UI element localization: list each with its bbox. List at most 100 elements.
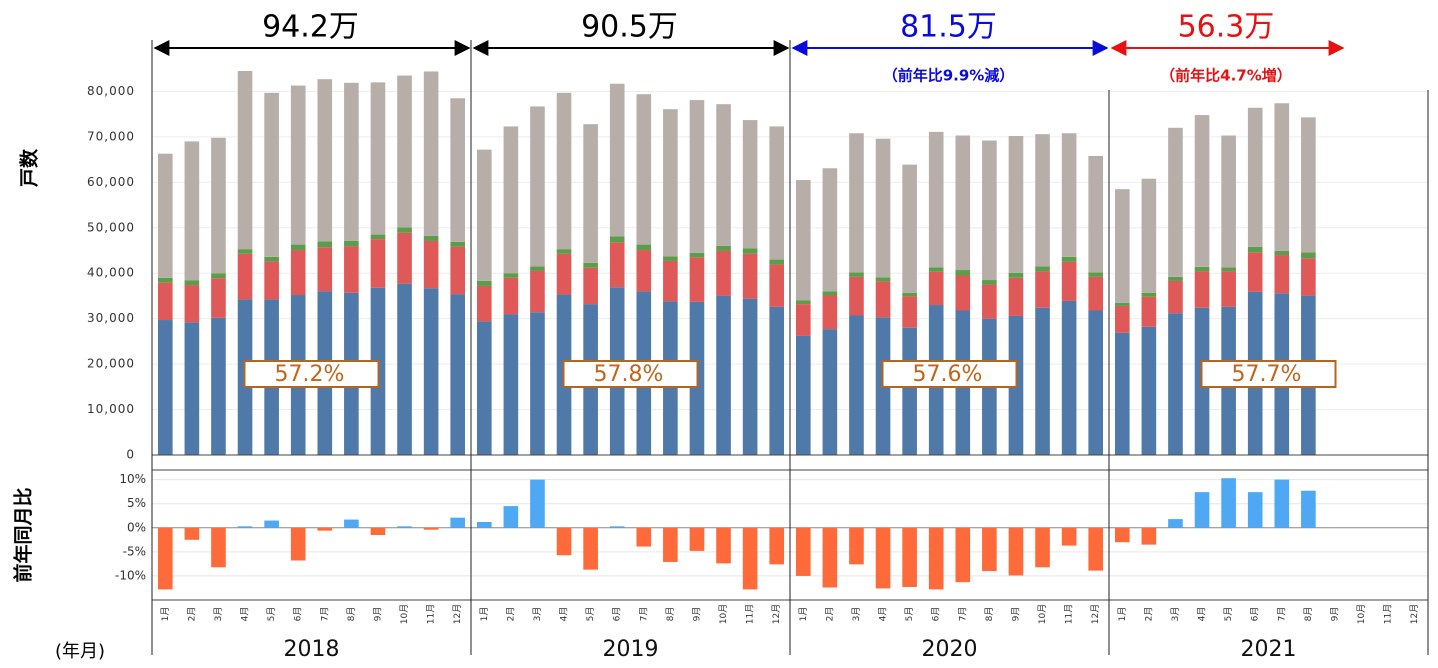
bar-segment [822, 291, 838, 296]
bar-segment [1088, 310, 1104, 455]
bar [928, 527, 944, 590]
period-total: 90.5万 [581, 10, 678, 45]
bar-segment [1194, 115, 1210, 267]
x-tick-label: 9月 [1010, 607, 1021, 622]
bar-segment [902, 292, 917, 297]
bar [742, 527, 758, 590]
bar-segment [982, 284, 997, 319]
bar-segment [849, 276, 864, 316]
bar-segment [902, 327, 917, 455]
x-tick-label: 5月 [266, 607, 277, 622]
x-tick-label: 8月 [1303, 607, 1314, 622]
bar-segment [1035, 271, 1050, 308]
bar-segment [344, 246, 359, 293]
share-box [562, 360, 699, 388]
bar-segment [1114, 189, 1130, 303]
x-tick-label: 10月 [399, 604, 410, 624]
bar-segment [370, 82, 386, 235]
bar-segment [1221, 271, 1236, 307]
bar [503, 506, 519, 528]
bar [583, 527, 598, 570]
bar-segment [290, 85, 306, 245]
bar-segment [1114, 305, 1130, 333]
bar-segment [1141, 178, 1157, 293]
bar-segment [157, 153, 173, 278]
year-label: 2020 [922, 637, 978, 662]
x-tick-label: 10月 [1356, 604, 1367, 624]
bar-segment [344, 240, 359, 247]
bar-segment [237, 70, 253, 250]
period-total: 81.5万 [900, 10, 997, 45]
x-tick-label: 2月 [824, 607, 835, 622]
y-tick-label: 70,000 [87, 129, 135, 143]
x-tick-label: 1月 [1117, 607, 1128, 622]
bar-segment [237, 249, 253, 254]
x-tick-label: 6月 [612, 607, 623, 622]
x-tick-label: 11月 [426, 604, 437, 624]
x-tick-label: 10月 [1037, 604, 1048, 624]
bar [450, 517, 466, 528]
bar [1035, 527, 1050, 568]
bar-segment [583, 267, 598, 305]
bar-segment [636, 250, 652, 292]
y-tick-label: 40,000 [87, 266, 135, 280]
bar [237, 526, 253, 528]
bar-segment [1168, 280, 1183, 314]
bar-segment [902, 296, 917, 328]
bar [530, 479, 545, 528]
bar [1008, 527, 1024, 576]
bar [1114, 527, 1130, 543]
bar-segment [1114, 302, 1130, 306]
bar-segment [290, 250, 306, 296]
bar-segment [1141, 326, 1157, 455]
bar-segment [875, 138, 891, 278]
x-tick-label: 9月 [372, 607, 383, 622]
bar-segment [716, 245, 731, 251]
y-tick-label: 30,000 [87, 311, 135, 325]
bar-segment [1274, 250, 1290, 256]
bar-segment [264, 261, 279, 300]
x-tick-label: 10月 [718, 604, 729, 624]
bar-segment [423, 235, 439, 241]
share-label: 57.8% [594, 362, 664, 387]
bar-segment [211, 137, 226, 274]
bar-segment [184, 280, 200, 286]
bar-segment [423, 240, 439, 289]
bar-segment [849, 315, 864, 455]
x-tick-label: 7月 [1276, 607, 1287, 622]
year-label: 2018 [284, 637, 340, 662]
y-tick-label: 0 [126, 448, 135, 462]
bar-segment [742, 248, 758, 254]
bar-segment [237, 253, 253, 300]
bar [157, 527, 173, 590]
bar [264, 520, 279, 528]
bar-segment [902, 164, 917, 293]
period-note: （前年比9.9%減） [883, 67, 1015, 85]
bar-segment [370, 234, 386, 240]
bar-segment [716, 104, 731, 246]
bar-segment [1035, 134, 1050, 267]
bar-segment [1168, 313, 1183, 455]
x-tick-label: 11月 [1383, 604, 1394, 624]
bar-segment [317, 241, 333, 248]
bar-segment [822, 295, 838, 330]
x-tick-label: 6月 [931, 607, 942, 622]
bar-segment [211, 273, 226, 279]
bar-segment [1114, 332, 1130, 455]
bar-segment [157, 320, 173, 455]
bar [1088, 527, 1104, 571]
bar-segment [795, 300, 811, 305]
bar-segment [503, 314, 519, 455]
bar [1247, 492, 1263, 528]
bar [689, 527, 705, 551]
bar-segment [849, 272, 864, 277]
x-tick-label: 6月 [293, 607, 304, 622]
bar [955, 527, 971, 583]
bar-segment [663, 256, 678, 261]
bar-segment [795, 180, 811, 301]
bar-segment [982, 280, 997, 285]
x-tick-label: 2月 [505, 607, 516, 622]
bar [1274, 479, 1290, 528]
bar-segment [423, 71, 439, 236]
